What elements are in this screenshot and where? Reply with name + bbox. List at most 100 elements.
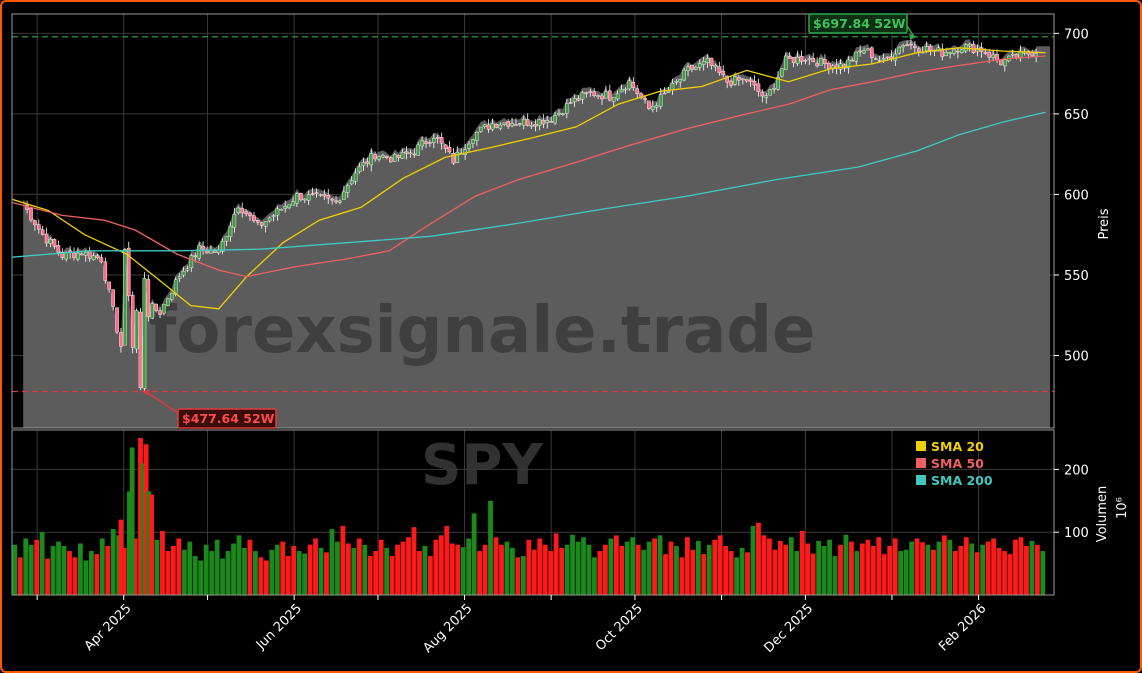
candle-body bbox=[518, 123, 522, 125]
volume-bar bbox=[198, 560, 204, 595]
candle-body bbox=[795, 56, 800, 64]
candle-body bbox=[123, 248, 127, 346]
volume-bar bbox=[816, 540, 822, 595]
candle-body bbox=[80, 253, 84, 256]
volume-bar bbox=[821, 546, 827, 595]
sma-lines bbox=[12, 47, 1046, 310]
volume-bar bbox=[94, 554, 100, 595]
low-52w-label: $477.64 52W bbox=[182, 411, 275, 426]
volume-bar bbox=[389, 556, 395, 595]
candle-body bbox=[404, 151, 409, 154]
volume-bar bbox=[400, 541, 406, 595]
candle-body bbox=[326, 195, 331, 199]
candle-body bbox=[119, 332, 123, 347]
candle-body bbox=[881, 58, 886, 60]
candle-body bbox=[471, 139, 475, 144]
candle-body bbox=[549, 121, 553, 123]
candle-body bbox=[744, 79, 749, 82]
candle-body bbox=[557, 112, 561, 115]
candle-body bbox=[545, 120, 550, 123]
candle-body bbox=[897, 46, 902, 54]
candle-body bbox=[803, 60, 808, 62]
candle-body bbox=[252, 215, 256, 221]
candle-body bbox=[913, 45, 917, 48]
candle-body bbox=[666, 91, 671, 93]
candle-body bbox=[334, 200, 338, 203]
legend-label: SMA 200 bbox=[931, 473, 993, 488]
volume-bar bbox=[515, 557, 521, 595]
candle-body bbox=[162, 303, 166, 314]
volume-bar bbox=[406, 537, 411, 595]
candle-body bbox=[631, 81, 636, 88]
legend-swatch bbox=[916, 441, 926, 451]
volume-spike-bar bbox=[143, 444, 149, 595]
volume-bar bbox=[12, 544, 18, 595]
candle-body bbox=[389, 157, 393, 163]
volume-bar bbox=[225, 551, 231, 595]
volume-bar bbox=[438, 535, 444, 595]
volume-bar bbox=[854, 551, 860, 595]
candle-body bbox=[827, 62, 831, 69]
volume-bar bbox=[602, 544, 608, 595]
volume-bar bbox=[531, 549, 537, 595]
volume-bar bbox=[367, 556, 373, 595]
volume-bar bbox=[608, 538, 614, 595]
volume-bar bbox=[931, 549, 936, 595]
candle-body bbox=[584, 92, 589, 94]
low-52w-arrow bbox=[145, 390, 179, 414]
low-52w-label-box bbox=[177, 408, 277, 429]
volume-bar bbox=[28, 544, 34, 595]
volume-bar bbox=[395, 544, 400, 595]
volume-bar bbox=[668, 541, 674, 595]
candle-body bbox=[733, 76, 737, 85]
high-52w-arrow bbox=[906, 25, 915, 38]
volume-bar bbox=[318, 547, 324, 595]
candle-body bbox=[25, 205, 29, 210]
candle-body bbox=[1034, 53, 1038, 57]
candle-body bbox=[952, 49, 956, 54]
candle-body bbox=[271, 215, 276, 217]
legend-label: SMA 20 bbox=[931, 439, 984, 454]
sma-line-sma-50 bbox=[12, 55, 1046, 278]
volume-bar bbox=[340, 525, 346, 595]
candle-body bbox=[588, 91, 593, 93]
volume-bar bbox=[553, 533, 559, 595]
volume-bar bbox=[520, 556, 526, 595]
volume-bar bbox=[214, 539, 220, 595]
candle-body bbox=[592, 91, 596, 97]
candle-body bbox=[729, 80, 733, 86]
volume-bar bbox=[887, 546, 893, 595]
candle-body bbox=[533, 124, 538, 127]
volume-bar bbox=[537, 538, 543, 595]
candle-body bbox=[678, 78, 683, 83]
candle-body bbox=[580, 92, 585, 100]
volume-bar bbox=[641, 549, 647, 595]
volume-bar bbox=[548, 551, 554, 595]
volume-bar bbox=[810, 553, 816, 595]
candle-body bbox=[91, 255, 96, 260]
x-tick-label: Oct 2025 bbox=[593, 601, 646, 654]
volume-bar bbox=[160, 530, 165, 595]
legend: SMA 20 SMA 50 SMA 200 bbox=[916, 439, 993, 488]
x-tick-label: Feb 2026 bbox=[936, 601, 989, 654]
candle-body bbox=[764, 95, 769, 98]
candle-body bbox=[600, 95, 604, 100]
candle-body bbox=[279, 209, 284, 211]
volume-bar bbox=[165, 551, 171, 595]
candle-body bbox=[126, 247, 131, 297]
candle-body bbox=[83, 251, 88, 256]
volume-bar bbox=[624, 541, 630, 595]
candle-body bbox=[956, 50, 960, 53]
candle-body bbox=[338, 200, 342, 203]
candle-body bbox=[490, 123, 495, 130]
candle-body bbox=[44, 233, 49, 244]
legend-swatch bbox=[916, 475, 926, 485]
candle-body bbox=[674, 81, 679, 83]
volume-bar bbox=[427, 556, 433, 595]
candle-body bbox=[995, 54, 999, 61]
candle-body bbox=[647, 100, 651, 109]
volume-bar bbox=[329, 529, 335, 595]
volume-bar bbox=[674, 546, 679, 595]
candle-body bbox=[498, 124, 503, 129]
